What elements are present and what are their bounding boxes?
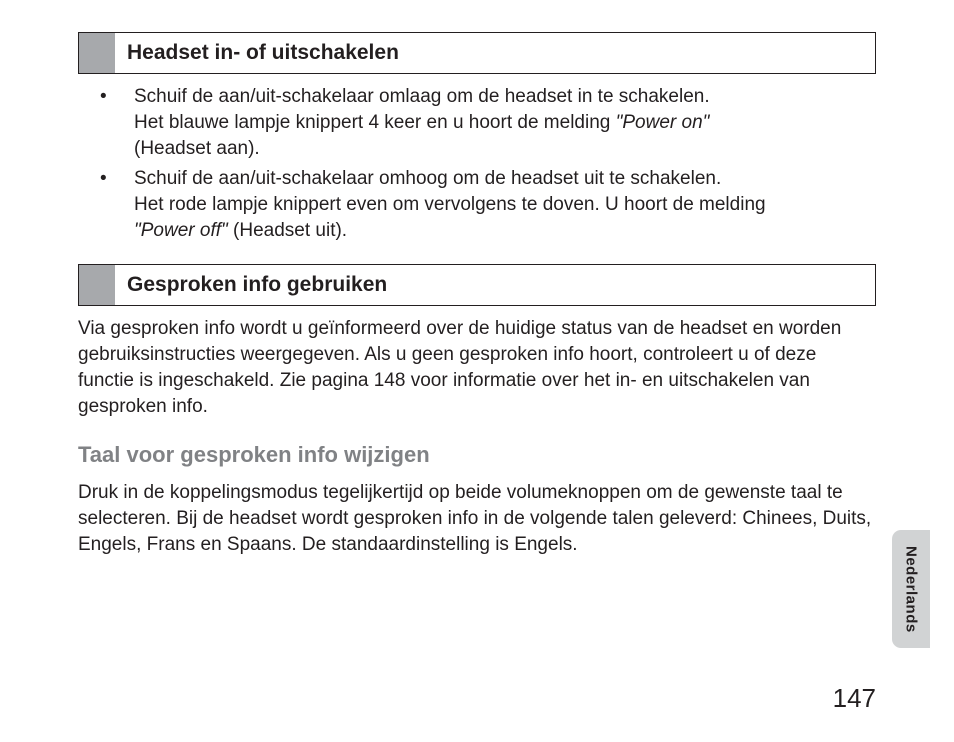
section-header-tab — [79, 265, 115, 305]
subheading-language-change: Taal voor gesproken info wijzigen — [78, 442, 876, 468]
bullet-line: Het blauwe lampje knippert 4 keer en u h… — [134, 112, 616, 133]
paragraph-voice-info: Via gesproken info wordt u geïnformeerd … — [78, 316, 876, 420]
section-title: Gesproken info gebruiken — [115, 265, 875, 305]
bullet-line: (Headset uit). — [228, 220, 347, 241]
section-header-tab — [79, 33, 115, 73]
language-tab-label: Nederlands — [903, 546, 920, 633]
section-title: Headset in- of uitschakelen — [115, 33, 875, 73]
paragraph-language-change: Druk in de koppelingsmodus tegelijkertij… — [78, 480, 876, 558]
section-header-power: Headset in- of uitschakelen — [78, 32, 876, 74]
page-number: 147 — [833, 683, 876, 714]
quoted-phrase: "Power on" — [616, 112, 710, 133]
list-item: Schuif de aan/uit-schakelaar omlaag om d… — [78, 84, 876, 162]
bullet-line: Schuif de aan/uit-schakelaar omlaag om d… — [134, 86, 710, 107]
language-side-tab: Nederlands — [892, 530, 930, 648]
bullet-line: Schuif de aan/uit-schakelaar omhoog om d… — [134, 168, 721, 189]
manual-page: Headset in- of uitschakelen Schuif de aa… — [0, 0, 954, 742]
bullet-list-power: Schuif de aan/uit-schakelaar omlaag om d… — [78, 84, 876, 244]
list-item: Schuif de aan/uit-schakelaar omhoog om d… — [78, 166, 876, 244]
quoted-phrase: "Power off" — [134, 220, 228, 241]
section-header-voice-info: Gesproken info gebruiken — [78, 264, 876, 306]
bullet-line: (Headset aan). — [134, 138, 260, 159]
bullet-line: Het rode lampje knippert even om vervolg… — [134, 194, 766, 215]
